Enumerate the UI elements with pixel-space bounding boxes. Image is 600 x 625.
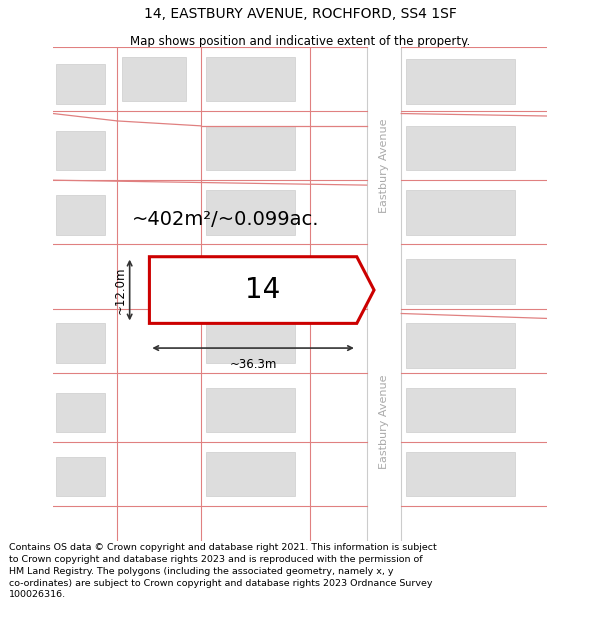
Bar: [367, 47, 401, 541]
Bar: [206, 388, 295, 432]
Text: ~12.0m: ~12.0m: [114, 266, 127, 314]
Bar: [206, 57, 295, 101]
Bar: [206, 318, 295, 363]
Bar: [406, 59, 515, 104]
Bar: [56, 195, 105, 234]
Bar: [56, 131, 105, 170]
Text: 14, EASTBURY AVENUE, ROCHFORD, SS4 1SF: 14, EASTBURY AVENUE, ROCHFORD, SS4 1SF: [143, 7, 457, 21]
Text: 14: 14: [245, 276, 281, 304]
Bar: [152, 262, 221, 318]
Text: Eastbury Avenue: Eastbury Avenue: [379, 118, 389, 212]
Bar: [56, 323, 105, 363]
Text: Contains OS data © Crown copyright and database right 2021. This information is : Contains OS data © Crown copyright and d…: [9, 543, 437, 599]
Bar: [206, 452, 295, 496]
Bar: [56, 392, 105, 432]
Text: Map shows position and indicative extent of the property.: Map shows position and indicative extent…: [130, 35, 470, 48]
Text: ~402m²/~0.099ac.: ~402m²/~0.099ac.: [132, 210, 320, 229]
Bar: [406, 323, 515, 368]
Bar: [406, 452, 515, 496]
Bar: [206, 190, 295, 234]
Bar: [406, 126, 515, 170]
Bar: [122, 57, 187, 101]
Bar: [406, 190, 515, 234]
Text: ~36.3m: ~36.3m: [229, 358, 277, 371]
Bar: [56, 64, 105, 104]
Text: Eastbury Avenue: Eastbury Avenue: [379, 375, 389, 469]
Bar: [56, 457, 105, 496]
Bar: [206, 126, 295, 170]
Bar: [406, 259, 515, 304]
Polygon shape: [149, 257, 374, 323]
Bar: [406, 388, 515, 432]
